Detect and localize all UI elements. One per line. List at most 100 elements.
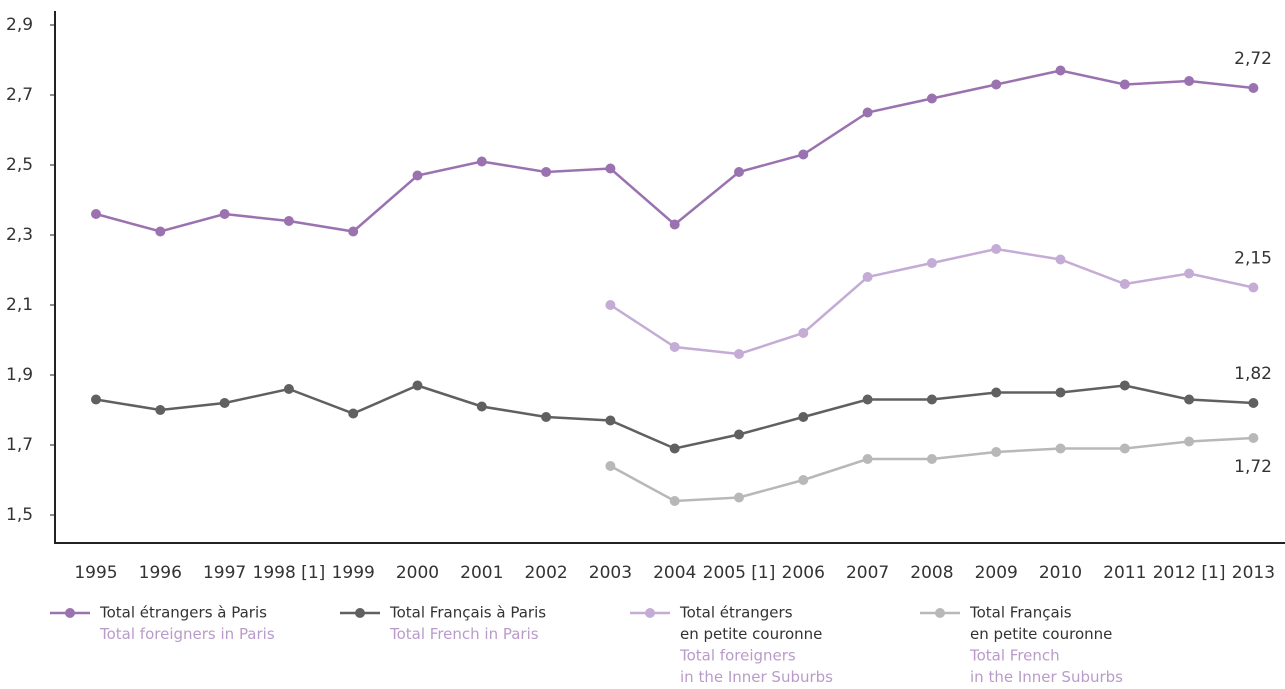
y-tick-label: 2,7 <box>6 85 33 105</box>
point <box>862 394 873 405</box>
point <box>734 349 744 359</box>
point <box>669 219 680 230</box>
point <box>1184 436 1195 447</box>
x-tick-label: 2008 <box>910 563 953 583</box>
point <box>1055 387 1066 398</box>
legend-label: en petite couronne <box>970 625 1112 643</box>
y-tick-label: 1,5 <box>6 505 33 525</box>
point <box>991 79 1002 90</box>
x-tick-label: 1995 <box>74 563 117 583</box>
point <box>669 496 680 506</box>
x-tick-label: 1998 [1] <box>253 563 326 583</box>
legend-label: Total étrangers à Paris <box>99 604 267 622</box>
point <box>798 149 809 160</box>
point <box>798 475 809 485</box>
x-tick-label: 2011 <box>1103 563 1146 583</box>
point <box>669 443 680 454</box>
x-tick-label: 2009 <box>975 563 1018 583</box>
legend-marker <box>935 608 945 618</box>
x-tick-label: 1996 <box>139 563 182 583</box>
point <box>1055 65 1066 76</box>
y-tick-label: 2,3 <box>6 225 33 245</box>
x-tick-label: 2003 <box>589 563 632 583</box>
point <box>926 394 937 405</box>
value-label: 1,72 <box>1234 457 1272 477</box>
y-tick-label: 2,9 <box>6 15 33 35</box>
y-tick-label: 2,1 <box>6 295 33 315</box>
point <box>219 398 230 408</box>
point <box>605 415 616 426</box>
point <box>541 412 552 422</box>
point <box>605 163 616 174</box>
legend-label-en: Total foreigners in Paris <box>99 625 275 643</box>
x-tick-label: 2007 <box>846 563 889 583</box>
x-tick-label: 2004 <box>653 563 696 583</box>
legend-label-en: in the Inner Suburbs <box>680 668 833 685</box>
point <box>926 93 937 104</box>
value-label: 2,15 <box>1234 249 1272 269</box>
value-label: 1,82 <box>1234 364 1272 384</box>
legend-label-en: Total French in Paris <box>389 625 539 643</box>
point <box>1248 398 1259 408</box>
point <box>798 412 809 422</box>
point <box>926 258 937 268</box>
point <box>155 405 166 415</box>
legend-label-en: Total French <box>969 647 1060 665</box>
point <box>219 209 230 219</box>
point <box>862 272 873 282</box>
legend-label-en: in the Inner Suburbs <box>970 668 1123 685</box>
point <box>862 454 873 464</box>
x-tick-label: 2012 [1] <box>1153 563 1226 583</box>
y-tick-label: 1,7 <box>6 435 33 455</box>
point <box>283 384 294 394</box>
point <box>734 167 744 177</box>
point <box>541 167 552 177</box>
x-tick-label: 1999 <box>332 563 375 583</box>
x-tick-label: 2013 <box>1232 563 1275 583</box>
point <box>991 447 1002 457</box>
point <box>348 226 359 237</box>
point <box>798 328 809 338</box>
legend-label: Total étrangers <box>679 604 793 622</box>
series-line <box>95 69 1254 233</box>
point <box>91 394 101 405</box>
x-tick-label: 1997 <box>203 563 246 583</box>
point <box>734 429 744 440</box>
legend-label: en petite couronne <box>680 625 822 643</box>
point <box>991 387 1002 398</box>
x-tick-label: 2002 <box>524 563 567 583</box>
legend-marker <box>645 608 655 618</box>
point <box>1184 394 1195 405</box>
series-line <box>95 384 1254 450</box>
point <box>476 156 487 167</box>
point <box>412 170 423 181</box>
point <box>1055 254 1066 265</box>
point <box>1184 76 1195 86</box>
point <box>669 342 680 352</box>
legend-marker <box>65 608 75 618</box>
point <box>348 408 359 419</box>
point <box>476 401 487 412</box>
point <box>1184 268 1195 279</box>
point <box>991 244 1002 254</box>
point <box>605 300 616 310</box>
point <box>1248 433 1259 443</box>
point <box>1119 279 1130 289</box>
x-tick-label: 2001 <box>460 563 503 583</box>
point <box>926 454 937 464</box>
y-tick-label: 2,5 <box>6 155 33 175</box>
point <box>1055 443 1066 454</box>
legend-label: Total Français <box>969 604 1072 622</box>
x-tick-label: 2006 <box>782 563 825 583</box>
series-line <box>609 436 1254 503</box>
x-tick-label: 2005 [1] <box>703 563 776 583</box>
point <box>605 461 616 471</box>
point <box>1119 380 1130 391</box>
point <box>412 380 423 391</box>
point <box>155 226 166 237</box>
point <box>283 216 294 226</box>
point <box>862 107 873 118</box>
point <box>91 209 101 219</box>
point <box>734 492 744 503</box>
